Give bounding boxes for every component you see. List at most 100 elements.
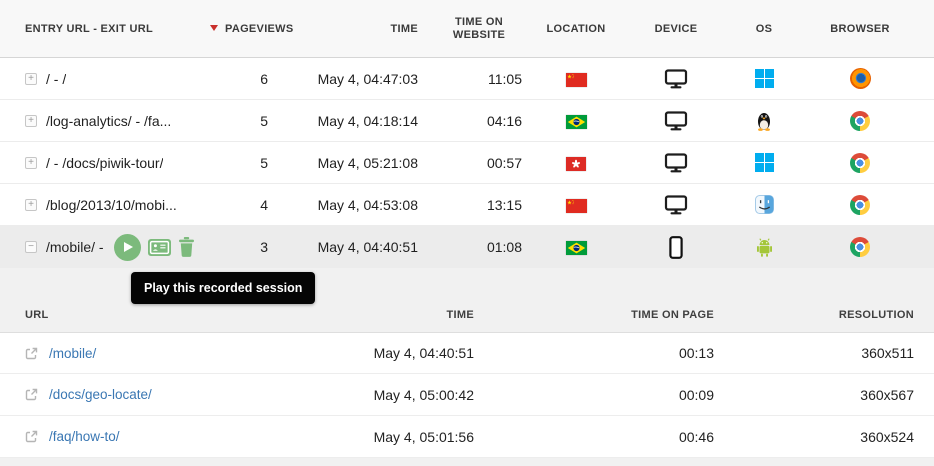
chrome-browser-icon: [850, 237, 870, 257]
windows-os-icon: [754, 153, 774, 172]
page-url-link[interactable]: /mobile/: [49, 345, 97, 361]
desktop-device-icon: [664, 68, 688, 90]
linux-os-icon: [756, 111, 772, 131]
flag-brazil-icon: [565, 114, 587, 129]
entry-exit-cell: / - /: [25, 71, 210, 87]
expand-icon[interactable]: [25, 114, 37, 127]
col-device-label: DEVICE: [654, 22, 698, 35]
external-link-icon: [25, 388, 38, 401]
session-row[interactable]: /log-analytics/ - /fa... 5 May 4, 04:18:…: [0, 100, 934, 142]
chrome-browser-icon: [850, 152, 870, 173]
pageview-time-on-page: 00:46: [678, 428, 714, 445]
time-on-website-value: 04:16: [486, 112, 522, 129]
detail-col-url: URL: [25, 309, 49, 321]
col-pageviews-label: PAGEVIEWS: [225, 22, 294, 35]
col-time-on-website-label: TIME ON WEBSITE: [452, 15, 506, 41]
col-time[interactable]: TIME: [268, 23, 418, 35]
detail-col-time: TIME: [446, 309, 474, 321]
entry-exit-cell: /blog/2013/10/mobi...: [25, 197, 210, 213]
pageview-time: May 4, 05:00:42: [373, 386, 474, 403]
entry-exit-url: / - /: [46, 70, 67, 87]
pageview-resolution: 360x524: [860, 428, 914, 445]
pageview-time-on-page: 00:09: [678, 386, 714, 403]
play-recorded-session-button[interactable]: [113, 233, 141, 261]
time-value: May 4, 05:21:08: [317, 154, 418, 171]
desktop-device-icon: [664, 152, 688, 174]
time-on-website-value: 13:15: [486, 196, 522, 213]
time-on-website-value: 11:05: [488, 70, 522, 87]
pageview-time: May 4, 05:01:56: [373, 428, 474, 445]
pageview-row: /mobile/ May 4, 04:40:51 00:13 360x511: [0, 332, 934, 374]
chrome-browser-icon: [850, 194, 870, 215]
entry-exit-url: /blog/2013/10/mobi...: [46, 196, 177, 213]
time-value: May 4, 04:40:51: [317, 239, 418, 255]
time-value: May 4, 04:53:08: [317, 196, 418, 213]
pageview-time: May 4, 04:40:51: [373, 345, 474, 361]
pageviews-value: 5: [260, 112, 268, 129]
play-session-tooltip: Play this recorded session: [131, 272, 316, 304]
sort-desc-icon: [210, 24, 218, 31]
pageviews-value: 6: [260, 70, 268, 87]
pageviews-value: 3: [260, 239, 268, 255]
entry-exit-url: / - /docs/piwik-tour/: [46, 154, 164, 171]
pageview-row: /faq/how-to/ May 4, 05:01:56 00:46 360x5…: [0, 416, 934, 458]
page-url-link[interactable]: /docs/geo-locate/: [49, 387, 152, 402]
mac-os-icon: [754, 194, 774, 215]
col-location[interactable]: LOCATION: [522, 23, 630, 35]
entry-exit-cell: /log-analytics/ - /fa...: [25, 113, 210, 129]
flag-brazil-icon: [565, 240, 587, 256]
col-device[interactable]: DEVICE: [630, 23, 722, 35]
pageviews-value: 5: [260, 154, 268, 171]
col-entry-exit-url-label: ENTRY URL - EXIT URL: [25, 22, 154, 35]
session-row[interactable]: /blog/2013/10/mobi... 4 May 4, 04:53:08 …: [0, 184, 934, 226]
entry-exit-url: /mobile/ -: [46, 239, 104, 255]
android-os-icon: [755, 237, 773, 257]
pageview-row: /docs/geo-locate/ May 4, 05:00:42 00:09 …: [0, 374, 934, 416]
col-location-label: LOCATION: [546, 22, 606, 35]
expand-icon[interactable]: [25, 156, 37, 169]
flag-china-icon: [565, 72, 587, 87]
pageview-resolution: 360x567: [860, 386, 914, 403]
pageview-time-on-page: 00:13: [678, 345, 714, 361]
entry-exit-url: /log-analytics/ - /fa...: [46, 112, 172, 129]
delete-button[interactable]: [178, 237, 195, 257]
row-actions: [113, 233, 195, 261]
page-url-link[interactable]: /faq/how-to/: [49, 429, 120, 444]
time-value: May 4, 04:18:14: [317, 112, 418, 129]
windows-os-icon: [754, 69, 774, 88]
main-table-header: ENTRY URL - EXIT URL PAGEVIEWS TIME TIME…: [0, 0, 934, 58]
chrome-browser-icon: [850, 110, 870, 131]
detail-table-header: URL TIME TIME ON PAGE RESOLUTION: [0, 298, 934, 332]
time-on-website-value: 00:57: [486, 154, 522, 171]
expand-icon[interactable]: [25, 72, 37, 85]
desktop-device-icon: [664, 110, 688, 132]
smartphone-device-icon: [669, 235, 683, 259]
external-link-icon: [25, 430, 38, 443]
collapse-icon[interactable]: [25, 241, 37, 253]
firefox-browser-icon: [849, 68, 871, 89]
expand-icon[interactable]: [25, 198, 37, 211]
flag-china-icon: [565, 198, 587, 213]
detail-col-resolution: RESOLUTION: [838, 309, 914, 321]
col-browser-label: BROWSER: [830, 22, 890, 35]
desktop-device-icon: [664, 194, 688, 216]
col-time-label: TIME: [390, 22, 418, 35]
col-entry-exit-url[interactable]: ENTRY URL - EXIT URL: [25, 23, 210, 35]
pageview-resolution: 360x511: [861, 345, 914, 361]
col-os[interactable]: OS: [722, 23, 806, 35]
entry-exit-cell: / - /docs/piwik-tour/: [25, 155, 210, 171]
time-value: May 4, 04:47:03: [317, 70, 418, 87]
pageviews-value: 4: [260, 196, 268, 213]
external-link-icon: [25, 347, 38, 360]
col-os-label: OS: [755, 22, 773, 35]
col-time-on-website[interactable]: TIME ON WEBSITE: [418, 16, 522, 42]
col-browser[interactable]: BROWSER: [806, 23, 914, 35]
session-row-expanded[interactable]: /mobile/ - 3 May 4, 04:40:51 01:08: [0, 226, 934, 268]
detail-col-time-on-page: TIME ON PAGE: [631, 309, 714, 321]
col-pageviews[interactable]: PAGEVIEWS: [210, 23, 293, 35]
visitor-profile-button[interactable]: [147, 238, 171, 256]
entry-exit-cell: /mobile/ -: [25, 233, 210, 261]
session-row[interactable]: / - / 6 May 4, 04:47:03 11:05: [0, 58, 934, 100]
session-row[interactable]: / - /docs/piwik-tour/ 5 May 4, 05:21:08 …: [0, 142, 934, 184]
